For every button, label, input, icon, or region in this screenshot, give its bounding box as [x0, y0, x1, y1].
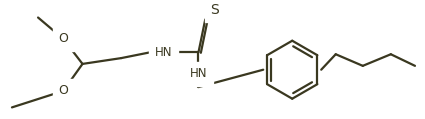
Text: O: O — [58, 84, 68, 97]
Text: S: S — [210, 2, 219, 17]
Text: HN: HN — [155, 46, 173, 59]
Text: HN: HN — [190, 67, 207, 80]
Text: O: O — [58, 32, 68, 45]
